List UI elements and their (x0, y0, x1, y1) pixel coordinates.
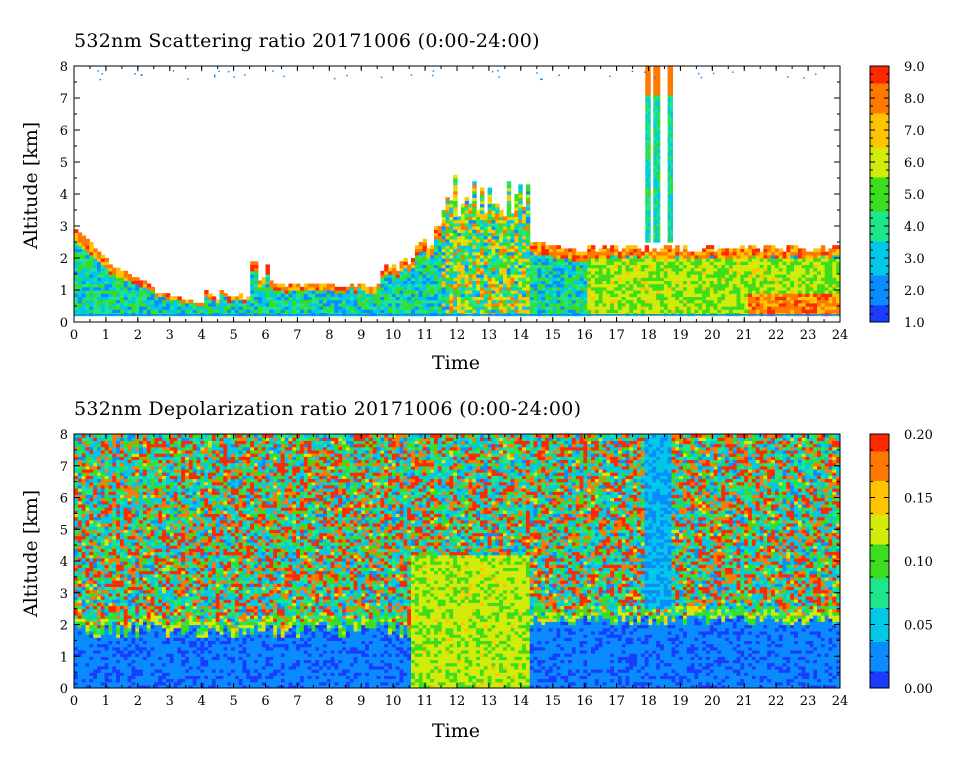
x-tick-label: 22 (768, 694, 785, 709)
y-tick-label: 2 (60, 252, 68, 267)
x-tick-label: 5 (229, 328, 237, 343)
y-tick-label: 7 (60, 460, 68, 475)
y-tick-label: 2 (60, 619, 68, 634)
x-tick-label: 16 (576, 694, 593, 709)
y-tick-label: 3 (60, 220, 68, 235)
x-tick-label: 7 (293, 694, 301, 709)
colorbar-tick-label: 0.00 (904, 682, 933, 697)
x-tick-label: 13 (481, 694, 498, 709)
y-tick-label: 8 (60, 428, 68, 443)
x-tick-label: 13 (481, 328, 498, 343)
x-tick-label: 1 (102, 328, 110, 343)
x-tick-label: 20 (704, 328, 721, 343)
x-tick-label: 20 (704, 694, 721, 709)
scattering-ratio-plot: 0 1 2 3 4 5 6 7 8 9 10 11 12 13 14 15 16 17 18 19 20 21 22 23 24… (60, 60, 925, 343)
x-tick-label: 5 (229, 694, 237, 709)
x-tick-label: 12 (449, 328, 466, 343)
x-tick-label: 4 (198, 328, 206, 343)
x-tick-label: 2 (134, 694, 142, 709)
x-tick-label: 6 (261, 694, 269, 709)
x-tick-label: 14 (513, 328, 530, 343)
y-tick-label: 1 (60, 650, 68, 665)
y-tick-label: 3 (60, 587, 68, 602)
y-tick-label: 7 (60, 92, 68, 107)
y-tick-label: 5 (60, 523, 68, 538)
x-tick-label: 3 (166, 328, 174, 343)
x-tick-label: 15 (544, 328, 561, 343)
x-tick-label: 17 (608, 694, 625, 709)
x-tick-label: 23 (800, 694, 817, 709)
x-tick-label: 8 (325, 328, 333, 343)
x-tick-label: 24 (832, 694, 849, 709)
x-tick-label: 4 (198, 694, 206, 709)
y-tick-label: 4 (60, 555, 68, 570)
colorbar-tick-label: 2.0 (904, 284, 925, 299)
heatmap-field (74, 66, 840, 317)
y-tick-label: 8 (60, 60, 68, 75)
x-tick-label: 19 (672, 694, 689, 709)
x-tick-label: 23 (800, 328, 817, 343)
y-tick-label: 0 (60, 316, 68, 331)
x-tick-label: 21 (736, 328, 753, 343)
x-tick-label: 18 (640, 694, 657, 709)
panel2-title: 532nm Depolarization ratio 20171006 (0:0… (74, 398, 581, 420)
x-tick-label: 9 (357, 694, 365, 709)
colorbar-tick-label: 0.10 (904, 555, 933, 570)
x-tick-label: 18 (640, 328, 657, 343)
colorbar-tick-label: 9.0 (904, 60, 925, 75)
colorbar-tick-label: 3.0 (904, 252, 925, 267)
panel1-xlabel: Time (432, 352, 480, 374)
y-tick-label: 6 (60, 124, 68, 139)
colorbar-tick-label: 5.0 (904, 188, 925, 203)
panel2-xlabel: Time (432, 720, 480, 742)
x-tick-label: 0 (70, 328, 78, 343)
x-tick-label: 8 (325, 694, 333, 709)
x-tick-label: 6 (261, 328, 269, 343)
x-tick-label: 21 (736, 694, 753, 709)
x-tick-label: 3 (166, 694, 174, 709)
x-tick-label: 24 (832, 328, 849, 343)
y-tick-label: 0 (60, 682, 68, 697)
x-tick-label: 1 (102, 694, 110, 709)
depolarization-ratio-plot: 0 1 2 3 4 5 6 7 8 9 10 11 12 13 14 15 16 17 18 19 20 21 22 23 24… (60, 428, 933, 709)
x-tick-label: 16 (576, 328, 593, 343)
y-tick-label: 4 (60, 188, 68, 203)
colorbar-tick-label: 4.0 (904, 220, 925, 235)
y-tick-label: 1 (60, 284, 68, 299)
colorbar-tick-label: 0.15 (904, 492, 933, 507)
colorbar-tick-label: 8.0 (904, 92, 925, 107)
x-tick-label: 11 (417, 328, 434, 343)
colorbar-tick-label: 1.0 (904, 316, 925, 331)
colorbar-tick-label: 0.05 (904, 619, 933, 634)
x-tick-label: 12 (449, 694, 466, 709)
x-tick-label: 7 (293, 328, 301, 343)
heatmap-field (74, 434, 840, 688)
x-tick-label: 17 (608, 328, 625, 343)
x-tick-label: 9 (357, 328, 365, 343)
x-tick-label: 19 (672, 328, 689, 343)
x-tick-label: 22 (768, 328, 785, 343)
y-tick-label: 5 (60, 156, 68, 171)
x-tick-label: 10 (385, 328, 402, 343)
y-tick-label: 6 (60, 492, 68, 507)
colorbar: 0.00 0.05 0.10 0.15 0.20 (869, 428, 933, 697)
colorbar-tick-label: 7.0 (904, 124, 925, 139)
panel1-title: 532nm Scattering ratio 20171006 (0:00-24… (74, 30, 540, 52)
colorbar-tick-label: 0.20 (904, 428, 933, 443)
x-tick-label: 10 (385, 694, 402, 709)
x-tick-label: 14 (513, 694, 530, 709)
colorbar-tick-label: 6.0 (904, 156, 925, 171)
x-tick-label: 2 (134, 328, 142, 343)
x-tick-label: 15 (544, 694, 561, 709)
x-tick-label: 11 (417, 694, 434, 709)
x-tick-label: 0 (70, 694, 78, 709)
colorbar: 1.0 2.0 3.0 4.0 5.0 6.0 7.0 8.0 9.0 (869, 60, 925, 331)
